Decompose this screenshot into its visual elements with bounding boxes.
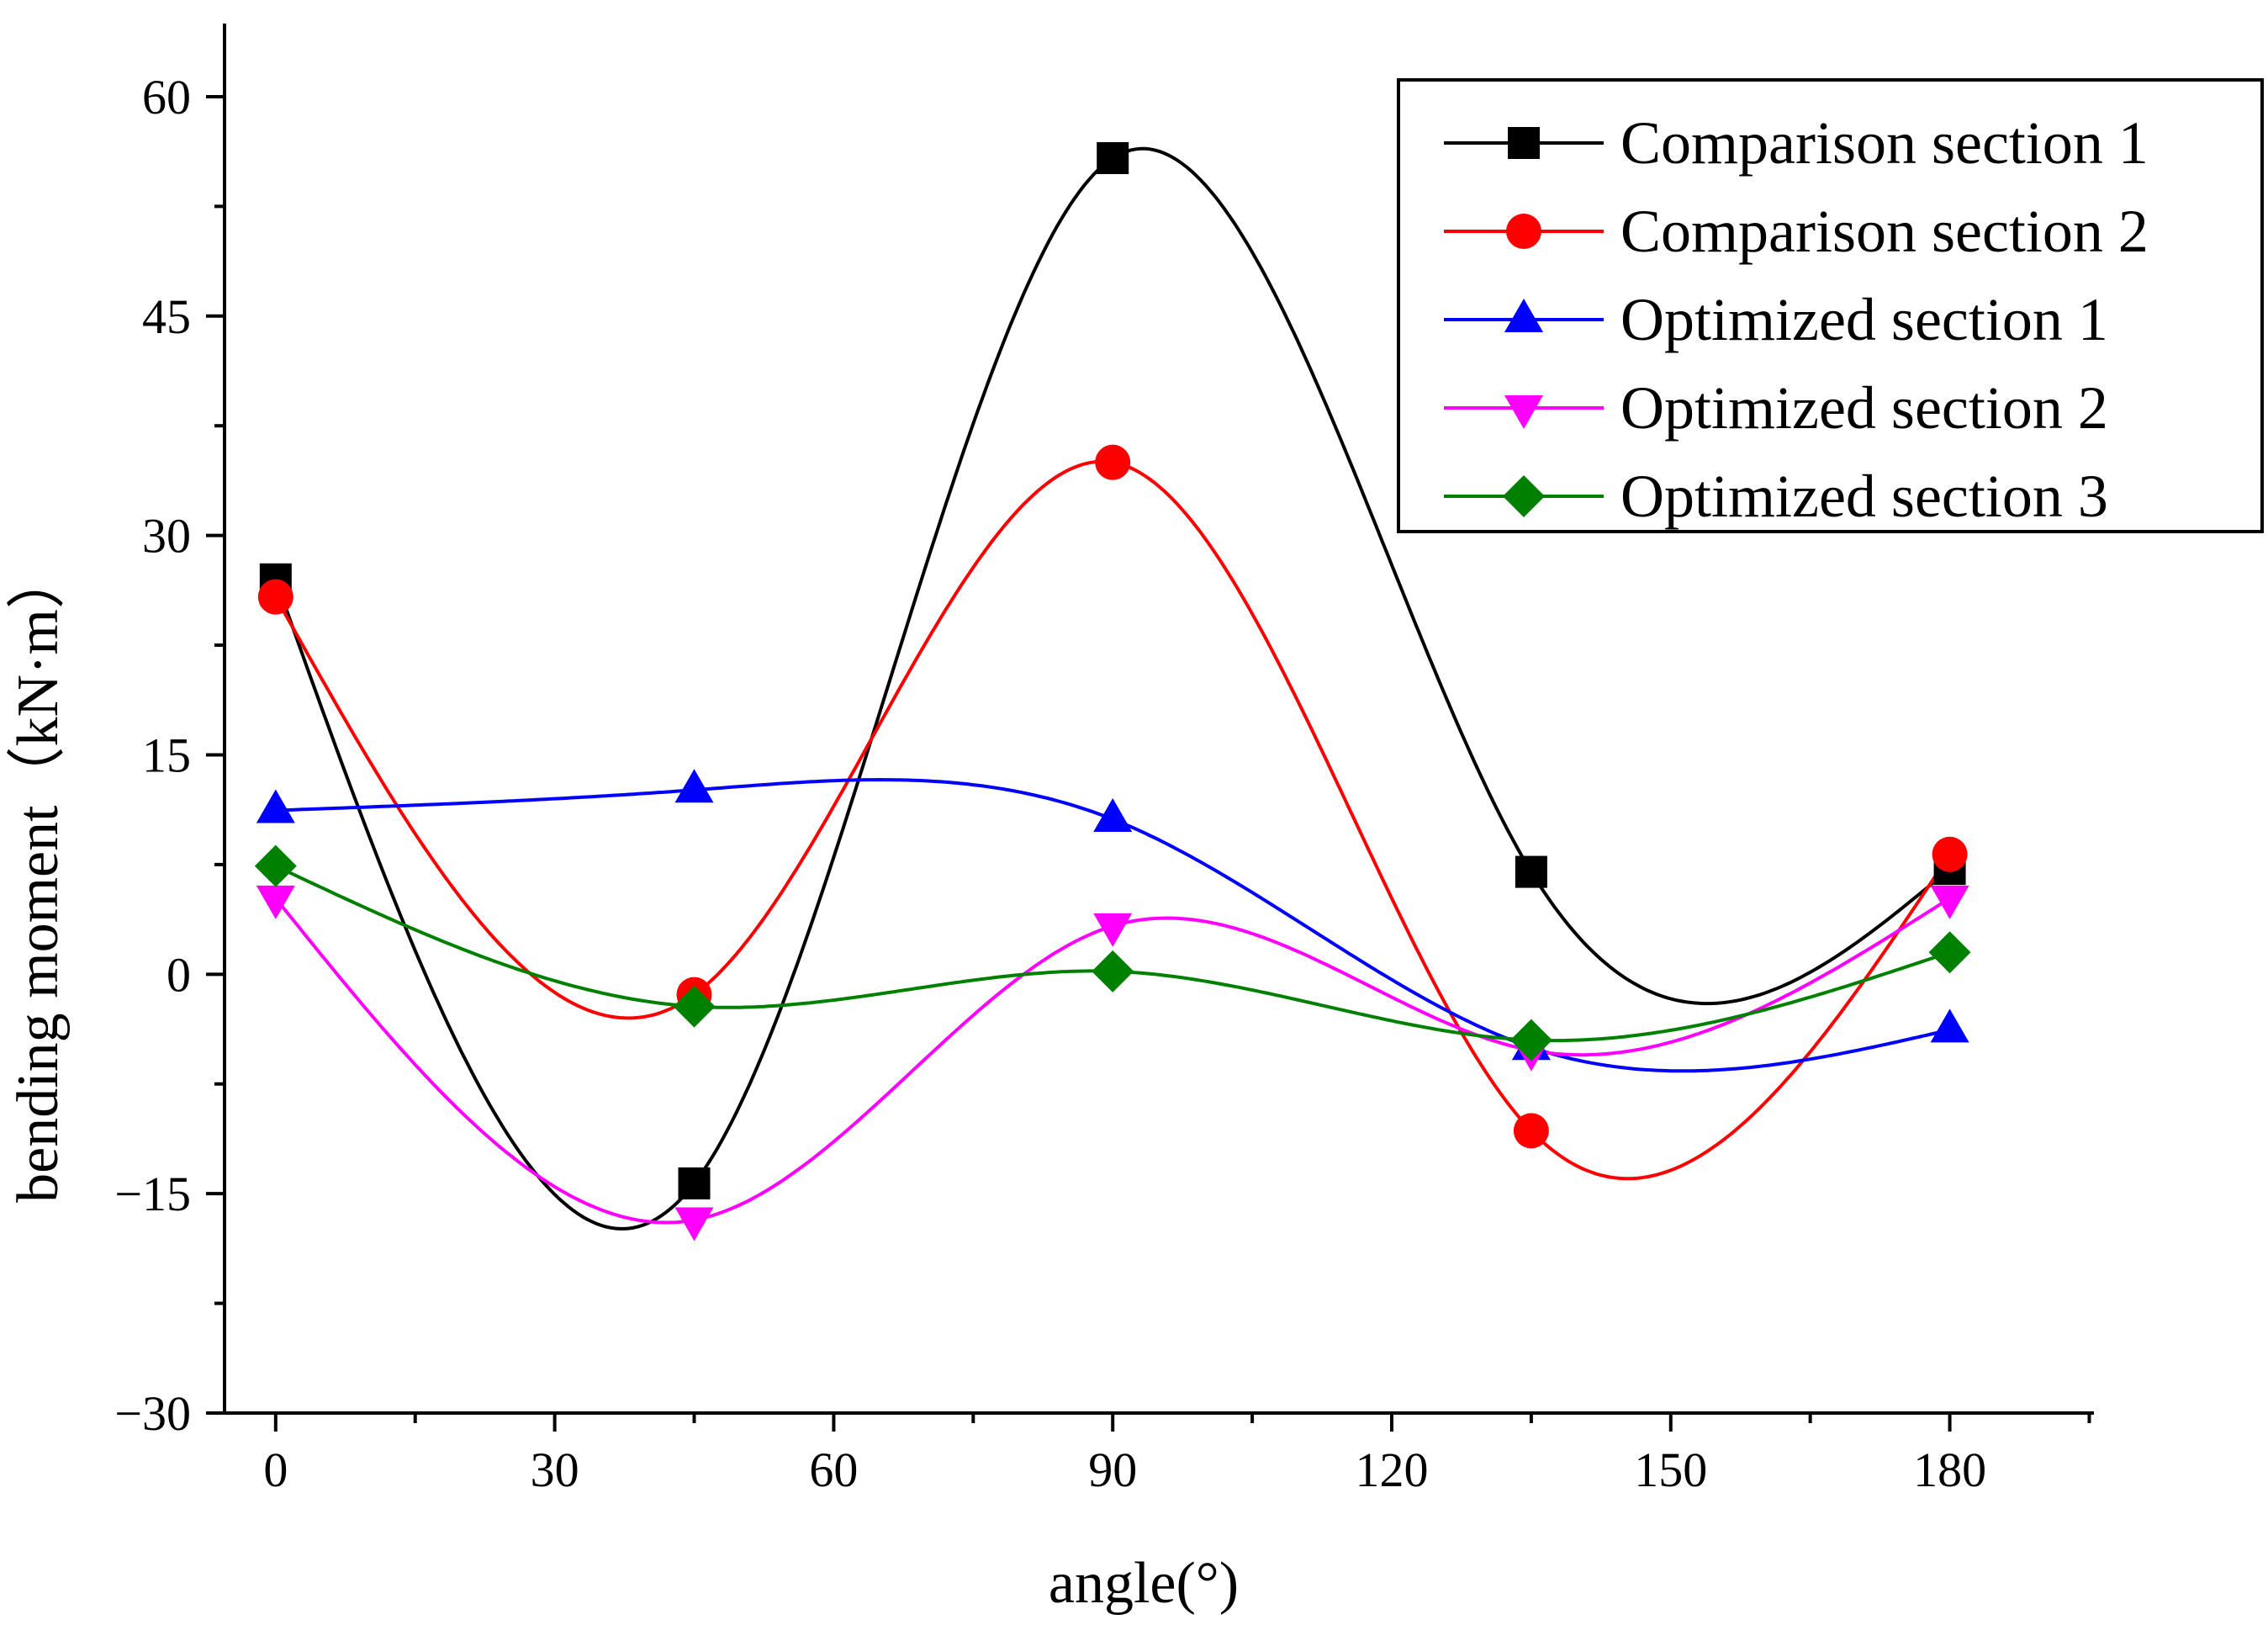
ticks: 0 30 60 90 120 150 180 −30 −15 0 15 30 45 60: [114, 70, 2091, 1497]
data-point-optimized-section-1: [1093, 797, 1133, 832]
data-point-comparison-section-1: [1515, 855, 1547, 888]
legend-label-optimized-section-1: Optimized section 1: [1620, 286, 2108, 353]
x-tick-label: 30: [531, 1442, 579, 1497]
legend-label-comparison-section-2: Comparison section 2: [1620, 198, 2149, 265]
legend-label-optimized-section-3: Optimized section 3: [1620, 463, 2108, 530]
data-point-optimized-section-3: [254, 844, 297, 887]
y-tick-label: 60: [142, 70, 191, 124]
data-point-optimized-section-1: [674, 769, 714, 803]
legend-label-optimized-section-2: Optimized section 2: [1620, 374, 2108, 442]
data-point-comparison-section-2: [1095, 444, 1131, 480]
legend-marker-optimized-section-2: [1504, 395, 1543, 429]
axes: [223, 24, 2094, 1415]
data-point-optimized-section-2: [1093, 913, 1133, 947]
x-tick-label: 150: [1634, 1442, 1707, 1497]
legend-box: [1397, 78, 2264, 533]
data-point-optimized-section-1: [256, 789, 295, 823]
data-point-optimized-section-3: [1928, 931, 1971, 974]
x-tick-label: 180: [1913, 1442, 1986, 1497]
data-point-comparison-section-2: [1513, 1113, 1549, 1149]
data-point-comparison-section-1: [678, 1167, 711, 1199]
y-tick-label: 30: [142, 509, 191, 564]
y-tick-label: −30: [114, 1386, 191, 1441]
data-point-comparison-section-2: [1932, 836, 1968, 872]
data-point-optimized-section-2: [674, 1207, 714, 1241]
x-tick-label: 90: [1088, 1442, 1137, 1497]
legend: Comparison section 1 Comparison section 2…: [1397, 78, 2264, 533]
data-point-comparison-section-2: [257, 579, 293, 615]
legend-marker-comparison-section-1: [1508, 127, 1540, 159]
data-point-comparison-section-1: [1097, 141, 1129, 174]
x-tick-label: 120: [1355, 1442, 1428, 1497]
legend-label-comparison-section-1: Comparison section 1: [1620, 109, 2149, 177]
series-markers: [254, 141, 1971, 1241]
legend-marker-comparison-section-2: [1506, 214, 1541, 249]
y-tick-label: −15: [114, 1167, 191, 1221]
y-tick-label: 15: [142, 728, 191, 782]
data-point-optimized-section-3: [1092, 950, 1134, 992]
legend-marker-optimized-section-1: [1504, 299, 1543, 332]
legend-marker-optimized-section-3: [1503, 475, 1545, 517]
x-tick-label: 0: [263, 1442, 288, 1497]
data-point-optimized-section-3: [673, 985, 716, 1028]
data-point-optimized-section-1: [1930, 1008, 1969, 1043]
y-tick-label: 0: [167, 947, 191, 1002]
x-axis-title: angle(°): [1049, 1551, 1239, 1616]
data-point-optimized-section-2: [256, 885, 295, 919]
x-tick-label: 60: [809, 1442, 858, 1497]
y-tick-label: 45: [142, 289, 191, 344]
y-axis-title: bending moment（kN·m）: [6, 550, 71, 1203]
data-point-optimized-section-2: [1930, 885, 1969, 919]
data-point-optimized-section-3: [1509, 1019, 1552, 1061]
